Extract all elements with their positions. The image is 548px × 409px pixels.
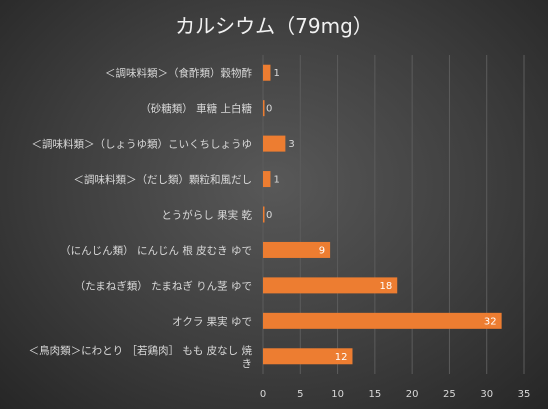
category-label-line: ＜調味料類＞（だし類）顆粒和風だし	[74, 173, 253, 186]
x-tick-label: 10	[331, 389, 344, 400]
category-label-line: ＜調味料類＞（食酢類）穀物酢	[105, 67, 252, 80]
category-label-line: き	[242, 358, 253, 370]
data-label: 32	[484, 316, 497, 327]
category-label: （にんじん類） にんじん 根 皮むき ゆで	[60, 244, 252, 257]
data-label: 1	[273, 175, 279, 186]
bar	[263, 277, 398, 294]
category-label-line: ＜調味料類＞（しょうゆ類）こいくちしょうゆ	[32, 138, 253, 151]
bar	[263, 312, 502, 329]
bar	[263, 171, 271, 188]
x-tick-label: 5	[297, 389, 303, 400]
data-label: 0	[266, 210, 272, 221]
data-label: 18	[379, 281, 392, 292]
bar	[263, 100, 265, 117]
data-label: 9	[319, 245, 325, 256]
x-tick-label: 30	[480, 389, 493, 400]
x-tick-label: 35	[518, 389, 531, 400]
data-label: 12	[335, 352, 348, 363]
category-label-line: （にんじん類） にんじん 根 皮むき ゆで	[60, 244, 252, 257]
bar	[263, 206, 265, 223]
category-label: ＜調味料類＞（しょうゆ類）こいくちしょうゆ	[32, 138, 253, 151]
data-label: 3	[288, 139, 294, 150]
data-label: 1	[273, 68, 279, 79]
x-tick-label: 15	[368, 389, 381, 400]
bar	[263, 241, 331, 258]
data-labels: 1 0 3 1 0 9 18 32 12	[266, 68, 497, 363]
bar	[263, 64, 271, 81]
category-label-line: ＜鳥肉類＞にわとり ［若鶏肉］ もも 皮なし 焼	[29, 344, 253, 357]
category-label: ＜調味料類＞（だし類）顆粒和風だし	[74, 173, 253, 186]
x-tick-label: 0	[260, 389, 266, 400]
category-label-line: オクラ 果実 ゆで	[172, 315, 252, 328]
category-label-line: とうがらし 果実 乾	[161, 209, 252, 222]
category-label: ＜調味料類＞（食酢類）穀物酢	[105, 67, 252, 80]
category-label: （たまねぎ類） たまねぎ りん茎 ゆで	[75, 279, 252, 292]
bar	[263, 348, 353, 365]
category-label-line: （たまねぎ類） たまねぎ りん茎 ゆで	[75, 279, 252, 292]
category-label: オクラ 果実 ゆで	[172, 315, 252, 328]
bar	[263, 135, 286, 152]
category-labels: ＜調味料類＞（食酢類）穀物酢 （砂糖類） 車糖 上白糖 ＜調味料類＞（しょうゆ類）こ…	[29, 67, 253, 370]
x-tick-label: 20	[406, 389, 419, 400]
category-label: とうがらし 果実 乾	[161, 209, 252, 222]
data-label: 0	[266, 104, 272, 115]
category-label-line: （砂糖類） 車糖 上白糖	[140, 102, 252, 115]
category-label: （砂糖類） 車糖 上白糖	[140, 102, 252, 115]
bars	[263, 64, 502, 365]
x-tick-label: 25	[443, 389, 456, 400]
category-label: ＜鳥肉類＞にわとり ［若鶏肉］ もも 皮なし 焼き	[29, 344, 253, 370]
grid-lines	[262, 55, 525, 374]
x-tick-labels: 0 5 10 15 20 25 30 35	[260, 389, 531, 400]
chart-title: カルシウム（79mg）	[175, 14, 373, 38]
